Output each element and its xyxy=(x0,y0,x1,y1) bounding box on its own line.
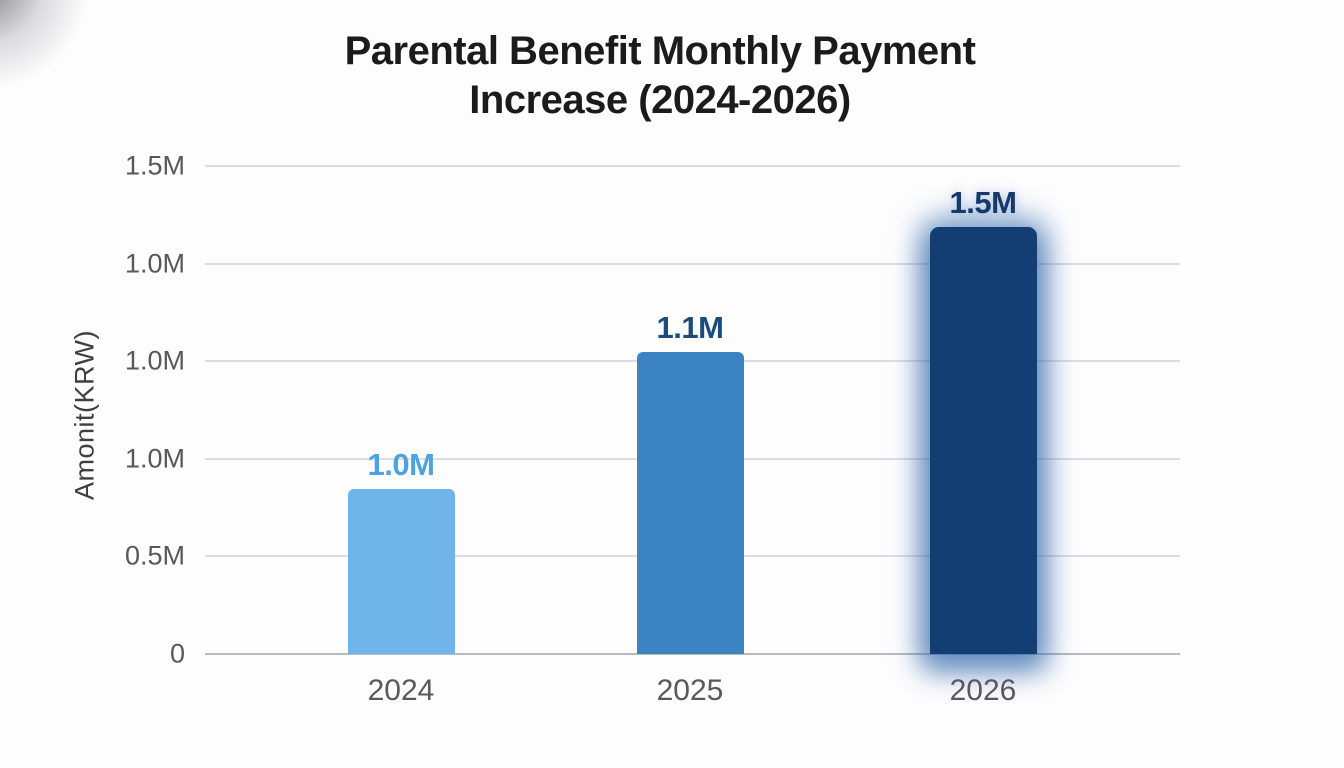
bar-value-label-2026: 1.5M xyxy=(949,185,1017,220)
bar-value-label-2025: 1.1M xyxy=(656,310,724,345)
bar-2025 xyxy=(636,352,744,654)
bar-value-label-2024: 1.0M xyxy=(367,447,435,482)
chart-title-line1: Parental Benefit Monthly Payment xyxy=(344,29,976,73)
y-tick-label: 1.5M xyxy=(124,150,185,181)
x-tick-label-2025: 2025 xyxy=(656,674,724,707)
y-tick-label: 1.0M xyxy=(124,248,185,279)
x-tick-label-2026: 2026 xyxy=(949,674,1017,707)
gridline xyxy=(205,165,1180,167)
gridline xyxy=(205,263,1180,265)
y-tick-label: 0.5M xyxy=(124,540,185,571)
bar-2026 xyxy=(929,227,1037,654)
y-tick-label: 1.0M xyxy=(124,443,185,474)
y-tick-label: 0 xyxy=(169,638,185,669)
chart-title: Parental Benefit Monthly Payment Increas… xyxy=(0,27,1320,125)
x-axis-line xyxy=(205,653,1180,655)
x-tick-label-2024: 2024 xyxy=(367,674,435,707)
y-tick-label: 1.0M xyxy=(124,345,185,376)
bar-2024 xyxy=(347,489,455,654)
chart-title-line2: Increase (2024-2026) xyxy=(469,77,851,122)
